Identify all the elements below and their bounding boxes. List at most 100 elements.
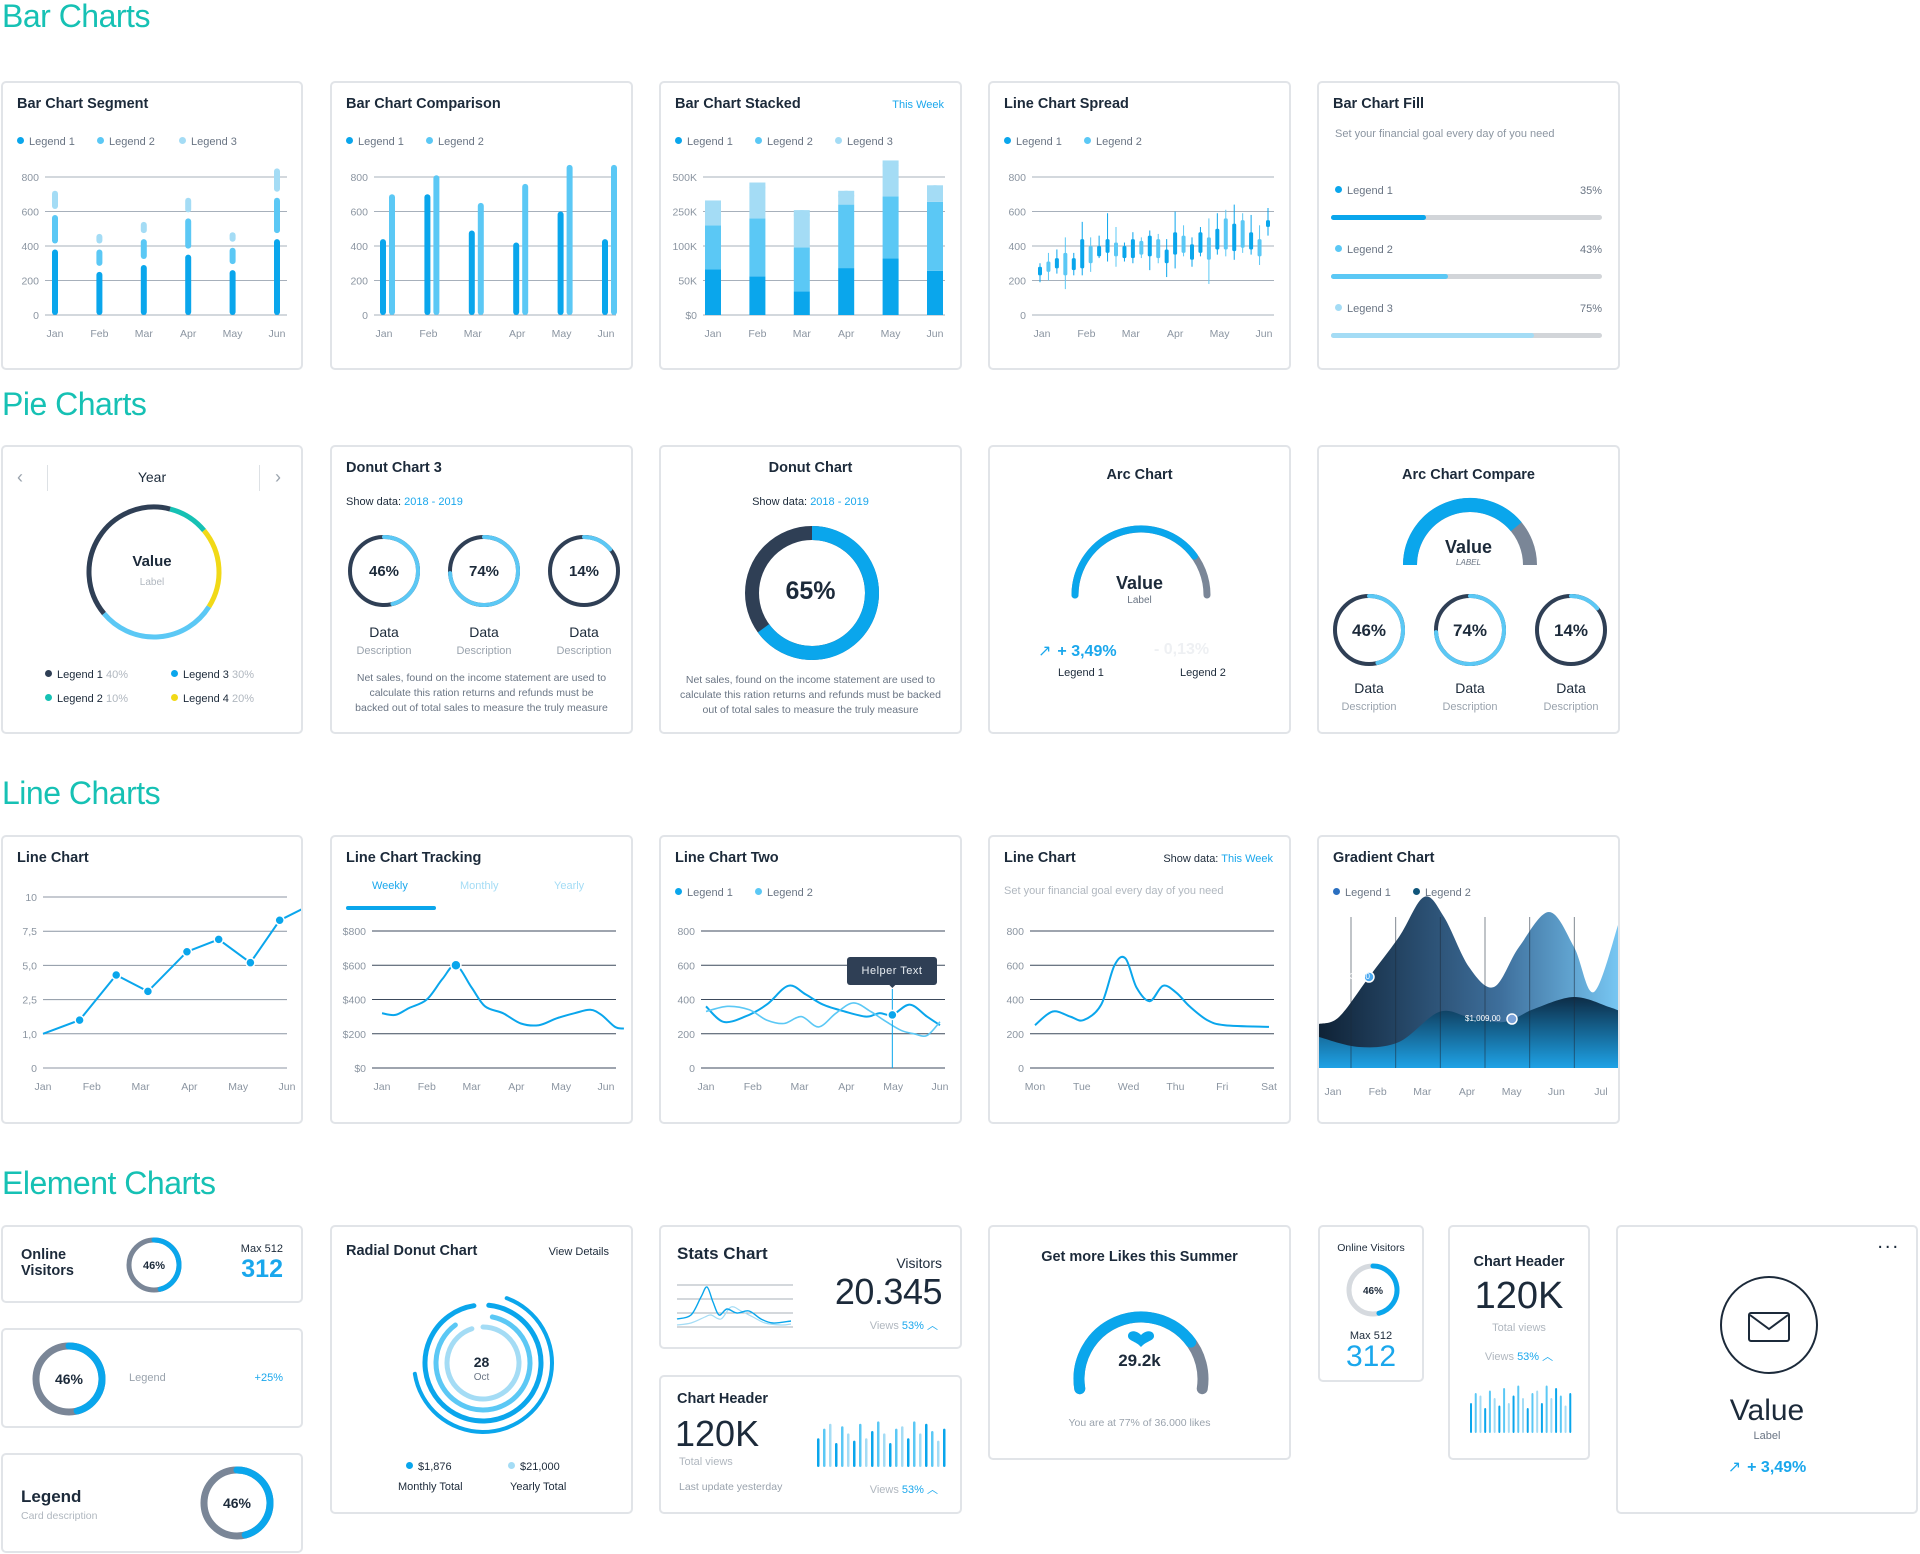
card-title: Line Chart Tracking [346,850,482,866]
y-tick-label: $0 [685,310,697,322]
chevron-right-icon[interactable]: › [275,467,281,487]
card-radial-donut: Radial Donut Chart View Details 28 Oct $… [330,1225,633,1514]
candle-body [1257,239,1262,257]
mini-bar [859,1423,862,1467]
yearly-label: Yearly Total [510,1481,567,1493]
likes-value: 29.2k [1118,1351,1161,1370]
years-link[interactable]: 2018 - 2019 [404,496,463,508]
data-point [213,934,224,945]
x-tick-label: Jun [598,328,615,340]
x-tick-label: Jun [269,328,286,340]
chevron-left-icon[interactable]: ‹ [17,467,23,487]
mini-bar [1479,1395,1482,1433]
bar-segment [52,214,58,244]
stats-sparkline [676,1284,793,1328]
candle-body [1097,246,1102,257]
card-title: Chart Header [1473,1254,1565,1270]
envelope [1748,1312,1790,1342]
bar-stack [882,258,899,315]
more-menu-icon[interactable]: ... [1877,1231,1900,1253]
mini-bar [907,1438,910,1467]
bar-cap [749,182,766,193]
y-tick-label: 0 [31,1063,37,1075]
tab-yearly[interactable]: Yearly [554,880,585,892]
data-point [142,986,154,997]
online-visitors-title: Online Visitors [21,1247,74,1279]
x-tick-label: Jan [698,1081,715,1093]
legend-1: Legend 1 [675,136,733,148]
bar [611,164,617,315]
card-legend-donut: 46% Legend +25% [1,1328,303,1428]
mini-bar [1526,1408,1529,1433]
candle-body [1232,223,1237,252]
mini-bar [877,1421,880,1467]
section-title-line: Line Charts [2,775,161,811]
y-tick-label: 600 [1006,960,1024,972]
monthly-value: $1,876 [406,1461,452,1473]
legend-3: Legend 3 30% [171,669,254,681]
x-tick-label: Tue [1073,1081,1091,1093]
progress-fill [1331,215,1426,220]
x-tick-label: Feb [1077,328,1095,340]
mini-donut: 46% [32,1342,106,1416]
legend-2: Legend 2 [97,136,155,148]
mini-bar [1550,1398,1553,1433]
header-label: Total views [679,1456,733,1468]
ring-value: 46% [143,1260,165,1272]
legend-4: Legend 4 20% [171,693,254,705]
card-arc: Arc Chart Value Label ↗ + 3,49% - 0,13% L… [988,445,1291,734]
card-chart-header-a: Chart Header 120K Total views Last updat… [659,1375,962,1514]
tab-weekly[interactable]: Weekly [372,880,408,892]
card-line-chart: Line Chart 0 1,0 2,5 5,0 7,5 10 Jan Feb Mar Apr Ma… [1,835,303,1124]
heart-icon [1128,1331,1154,1347]
candle-body [1071,258,1076,271]
mini-donut: 46% [200,1466,274,1540]
bar-segment [274,197,280,234]
bar [380,239,386,315]
x-tick-label: Jan [376,328,393,340]
mini-bar [1498,1405,1501,1433]
y-tick-label: 100K [672,241,697,253]
candle-body [1080,239,1085,269]
candle-body [1181,235,1186,253]
bar-stacked-chart: $0 50K 100K 250K 500K Jan Feb Mar Apr May Jun [672,160,945,340]
mini-bar [1555,1388,1558,1433]
x-tick-label: May [1502,1086,1523,1098]
header-label: Total views [1492,1322,1546,1334]
visitors-value: 312 [1345,1340,1397,1373]
views-change: Views 53% ︿ [869,1320,938,1332]
tooltip: Helper Text [847,957,937,985]
bar [468,230,475,315]
bar [602,239,608,315]
mini-bar [1474,1393,1477,1433]
this-week-link[interactable]: This Week [1221,853,1273,865]
legend-title: Legend [21,1487,82,1506]
view-details-link[interactable]: View Details [548,1246,609,1258]
x-tick-label: Mar [791,1081,810,1093]
mini-bar [1517,1385,1520,1433]
tab-monthly[interactable]: Monthly [460,880,499,892]
x-tick-label: Apr [1167,328,1184,340]
candle-body [1130,239,1135,259]
ring-value: 14% [569,563,599,580]
mini-donut: 46% [1346,1263,1400,1317]
arrow-up-right-icon: ↗ [1038,643,1052,660]
mini-bar [1470,1403,1472,1433]
this-week-link[interactable]: This Week [892,99,944,111]
data-point [110,969,122,981]
line-chart: 0 1,0 2,5 5,0 7,5 10 Jan Feb Mar Apr May Jun [22,892,301,1093]
candle-body [1266,220,1270,228]
arc-compare-chart: 46% Data Description 74% Data Description 14% D… [1333,498,1607,713]
pie-segment [102,605,212,640]
visitors-value: 312 [241,1255,283,1283]
x-tick-label: Feb [1369,1086,1387,1098]
y-tick-label: $600 [343,960,367,972]
candle-body [1215,228,1220,250]
years-link[interactable]: 2018 - 2019 [810,496,869,508]
donut-note: Net sales, found on the income statement… [680,674,941,716]
max-label: Max 512 [1349,1330,1393,1342]
mini-bar [1559,1395,1562,1433]
ring-desc: Description [456,645,511,657]
candle-body [1122,246,1127,259]
card-title: Online Visitors [1337,1242,1405,1254]
